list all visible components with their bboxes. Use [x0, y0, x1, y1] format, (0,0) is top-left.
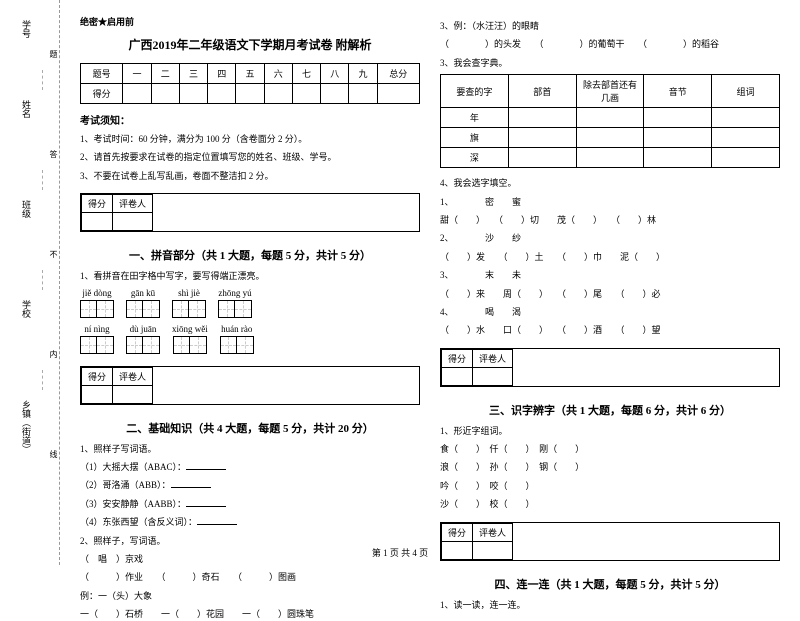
- binding-label: 乡镇（街道）: [20, 400, 33, 454]
- line: （ ）来 周（ ） （ ）尾 （ ）必: [440, 287, 780, 301]
- th: 九: [349, 64, 377, 84]
- secret-label: 绝密★启用前: [80, 15, 420, 28]
- q-text: 1、看拼音在田字格中写字，要写得端正漂亮。: [80, 269, 420, 283]
- cut-line-text: 题: [48, 50, 59, 58]
- row-label: 得分: [81, 84, 123, 104]
- th: 二: [151, 64, 179, 84]
- cut-line-text: 内: [48, 350, 59, 358]
- th: 七: [292, 64, 320, 84]
- line: 甜（ ） （ ）切 茂（ ） （ ）林: [440, 213, 780, 227]
- section-2-title: 二、基础知识（共 4 大题，每题 5 分，共计 20 分）: [80, 420, 420, 436]
- score-box: 得分评卷人: [440, 348, 780, 387]
- dh: 组词: [712, 75, 780, 108]
- dash: [42, 270, 43, 290]
- th: 一: [123, 64, 151, 84]
- th: 四: [208, 64, 236, 84]
- pinyin-block: gān kū: [126, 288, 160, 320]
- pinyin-block: dù juān: [126, 324, 160, 356]
- score-summary-table: 题号 一 二 三 四 五 六 七 八 九 总分 得分: [80, 63, 420, 104]
- binding-label: 学号: [20, 20, 33, 38]
- th: 八: [321, 64, 349, 84]
- section-1-title: 一、拼音部分（共 1 大题，每题 5 分，共计 5 分）: [80, 247, 420, 263]
- th: 题号: [81, 64, 123, 84]
- notice-item: 2、请首先按要求在试卷的指定位置填写您的姓名、班级、学号。: [80, 150, 420, 164]
- th: 三: [179, 64, 207, 84]
- dh: 音节: [644, 75, 712, 108]
- line: （ ）发 （ ）土 （ ）巾 泥（ ）: [440, 250, 780, 264]
- pair: 食（ ） 仟（ ） 刚（ ）: [440, 442, 780, 456]
- section-3-title: 三、识字辨字（共 1 大题，每题 6 分，共计 6 分）: [440, 402, 780, 418]
- binding-margin: 学号 姓名 班级 学校 乡镇（街道） 题 答 不 内 线: [0, 0, 60, 565]
- left-column: 绝密★启用前 广西2019年二年级语文下学期月考试卷 附解析 题号 一 二 三 …: [70, 15, 430, 550]
- fill: 一（ ）石桥 一（ ）花园 一（ ）圆珠笔: [80, 607, 420, 621]
- section-4-title: 四、连一连（共 1 大题，每题 5 分，共计 5 分）: [440, 576, 780, 592]
- fill: （ ）的头发 （ ）的葡萄干 （ ）的稻谷: [440, 37, 780, 51]
- dash: [42, 70, 43, 90]
- line: 4、 喝 渴: [440, 305, 780, 319]
- line: 1、 密 蜜: [440, 195, 780, 209]
- page-footer: 第 1 页 共 4 页: [0, 546, 800, 559]
- dh: 要查的字: [441, 75, 509, 108]
- binding-label: 班级: [20, 200, 33, 218]
- pinyin-block: zhōng yú: [218, 288, 252, 320]
- notice-item: 1、考试时间：60 分钟，满分为 100 分（含卷面分 2 分）。: [80, 132, 420, 146]
- notice-item: 3、不要在试卷上乱写乱画，卷面不整洁扣 2 分。: [80, 169, 420, 183]
- q-text: 1、形近字组词。: [440, 424, 780, 438]
- th: 总分: [377, 64, 419, 84]
- pinyin-block: xiōng wěi: [172, 324, 208, 356]
- exam-title: 广西2019年二年级语文下学期月考试卷 附解析: [80, 36, 420, 53]
- cut-line-text: 线: [48, 450, 59, 458]
- pair: 沙（ ） 校（ ）: [440, 497, 780, 511]
- q-text: 4、我会选字填空。: [440, 176, 780, 190]
- line: 2、 沙 纱: [440, 231, 780, 245]
- fill: （ ）作业 （ ）奇石 （ ）图画: [80, 570, 420, 584]
- pair: 浪（ ） 孙（ ） 钢（ ）: [440, 460, 780, 474]
- th: 五: [236, 64, 264, 84]
- pinyin-row: jiě dòng gān kū shì jiè zhōng yú: [80, 288, 420, 320]
- sb-c2: 评卷人: [113, 195, 153, 213]
- pinyin-block: shì jiè: [172, 288, 206, 320]
- binding-label: 姓名: [20, 100, 33, 118]
- dh: 除去部首还有几画: [576, 75, 644, 108]
- q-text: 3、例：（水汪汪）的眼睛: [440, 19, 780, 33]
- score-box: 得分评卷人: [80, 193, 420, 232]
- content-area: 绝密★启用前 广西2019年二年级语文下学期月考试卷 附解析 题号 一 二 三 …: [60, 0, 800, 565]
- q-text: 3、我会查字典。: [440, 56, 780, 70]
- pinyin-block: jiě dòng: [80, 288, 114, 320]
- pinyin-block: huán rào: [220, 324, 254, 356]
- sb-c1: 得分: [82, 195, 113, 213]
- cut-line-text: 答: [48, 150, 59, 158]
- example: 例：一（头）大象: [80, 589, 420, 603]
- pair: 吟（ ） 咬（ ）: [440, 479, 780, 493]
- pinyin-row: ní nìng dù juān xiōng wěi huán rào: [80, 324, 420, 356]
- item: （2）哥洛涌（ABB）：: [80, 478, 420, 492]
- score-box: 得分评卷人: [80, 366, 420, 405]
- binding-label: 学校: [20, 300, 33, 318]
- dh: 部首: [508, 75, 576, 108]
- q-text: 1、读一读，连一连。: [440, 598, 780, 612]
- q-text: 1、照样子写词语。: [80, 442, 420, 456]
- right-column: 3、例：（水汪汪）的眼睛 （ ）的头发 （ ）的葡萄干 （ ）的稻谷 3、我会查…: [430, 15, 790, 550]
- notice-title: 考试须知：: [80, 112, 420, 127]
- item: （1）大摇大摆（ABAC）：: [80, 460, 420, 474]
- pinyin-block: ní nìng: [80, 324, 114, 356]
- cut-line-text: 不: [48, 250, 59, 258]
- line: （ ）水 口（ ） （ ）酒 （ ）望: [440, 323, 780, 337]
- line: 3、 末 未: [440, 268, 780, 282]
- dash: [42, 170, 43, 190]
- th: 六: [264, 64, 292, 84]
- item: （3）安安静静（AABB）：: [80, 497, 420, 511]
- dictionary-table: 要查的字 部首 除去部首还有几画 音节 组词 年 旗 深: [440, 74, 780, 168]
- dash: [42, 370, 43, 390]
- item: （4）东张西望（含反义词）：: [80, 515, 420, 529]
